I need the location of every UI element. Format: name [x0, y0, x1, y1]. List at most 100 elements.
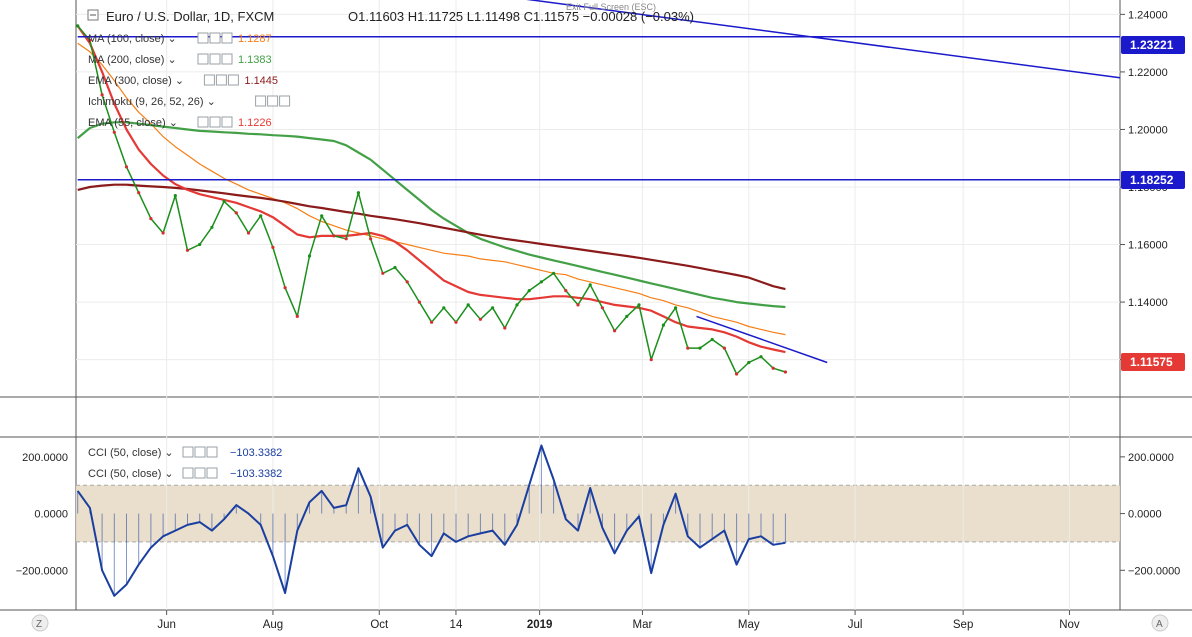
- close-point: [466, 303, 470, 307]
- close-point: [539, 280, 544, 284]
- close-point: [344, 237, 348, 241]
- cci-legend: CCI (50, close) ⌄ −103.3382 CCI (50, close…: [88, 446, 282, 480]
- cci-layer: [76, 444, 786, 597]
- close-point: [735, 372, 739, 376]
- close-point: [783, 370, 788, 374]
- close-point: [332, 234, 336, 238]
- cci-line: [76, 444, 786, 597]
- close-point: [710, 337, 714, 342]
- fullscreen-hint: Exit Full Screen (ESC): [566, 2, 656, 12]
- cci-legend-control-icon: [182, 446, 194, 458]
- legend-control-icon: [215, 74, 227, 86]
- close-point: [454, 320, 458, 324]
- series-layer: [76, 24, 788, 376]
- close-point: [588, 283, 592, 287]
- price-label-text: 1.11575: [1130, 355, 1173, 369]
- close-point: [552, 271, 556, 275]
- price-label-text: 1.18252: [1130, 173, 1174, 187]
- cci-tick-label-left: 200.0000: [22, 452, 68, 464]
- close-point: [210, 225, 214, 229]
- close-point: [661, 323, 666, 327]
- close-point: [222, 199, 226, 203]
- price-label-1: 1.23221: [1121, 36, 1185, 54]
- legend-control-icon: [197, 32, 209, 44]
- legend-name: Ichimoku (9, 26, 52, 26) ⌄: [88, 96, 216, 108]
- time-tick-label: 2019: [527, 619, 553, 631]
- close-point: [271, 245, 275, 249]
- legend-control-icon: [255, 95, 267, 107]
- close-point: [112, 130, 116, 134]
- time-tick-label: Oct: [370, 619, 389, 631]
- close-point: [76, 24, 80, 28]
- drawn-line-3: [696, 315, 828, 364]
- close-point: [600, 306, 605, 310]
- legend-name: MA (200, close) ⌄: [88, 54, 177, 66]
- auto-scale-button[interactable]: [1151, 614, 1169, 632]
- close-point: [295, 314, 299, 318]
- close-point: [527, 289, 531, 293]
- legend-control-icon: [209, 53, 221, 65]
- close-point: [747, 360, 751, 365]
- cci-legend-control-icon: [206, 446, 218, 458]
- price-label-box: [1121, 171, 1185, 189]
- price-label-text: 1.23221: [1130, 38, 1174, 52]
- legend-control-icon: [279, 95, 291, 107]
- close-point: [356, 191, 360, 195]
- legend-value: 1.1383: [238, 54, 272, 66]
- close-point: [173, 194, 177, 198]
- close-point: [417, 300, 421, 304]
- zoom-corner-button[interactable]: [31, 614, 49, 632]
- close-point: [246, 231, 251, 235]
- price-label-3: 1.11575: [1121, 353, 1185, 371]
- cci-tick-label-right: −200.0000: [1128, 565, 1180, 577]
- price-label-box: [1121, 36, 1185, 54]
- close-point: [674, 306, 678, 310]
- close-point: [491, 306, 495, 310]
- legend-control-icon: [197, 116, 209, 128]
- legend-control-icon: [221, 53, 233, 65]
- cci-legend-control-icon: [194, 446, 206, 458]
- price-tick-label: 1.14000: [1128, 297, 1168, 309]
- indicator-legend: MA (100, close) ⌄ 1.1287 MA (200, close) ⌄…: [88, 32, 291, 129]
- close-point: [722, 346, 727, 350]
- price-tick-label: 1.24000: [1128, 9, 1168, 21]
- close-point: [442, 306, 446, 310]
- legend-value: 1.1226: [238, 117, 272, 129]
- cci-legend-value: −103.3382: [230, 447, 282, 459]
- price-tick-label: 1.20000: [1128, 124, 1168, 136]
- close-point: [185, 248, 190, 252]
- close-point: [161, 231, 165, 235]
- close-point: [649, 358, 653, 362]
- auto-scale-label: A: [1156, 619, 1163, 630]
- cci-legend-name: CCI (50, close) ⌄: [88, 468, 174, 480]
- price-tick-label: 1.16000: [1128, 240, 1168, 252]
- legend-control-icon: [209, 116, 221, 128]
- close-point: [137, 191, 141, 195]
- close-point: [405, 280, 409, 284]
- ohlc-readout: O1.11603 H1.11725 L1.11498 C1.11575 −0.0…: [348, 9, 694, 24]
- zoom-corner-label: Z: [36, 619, 42, 630]
- close-point: [430, 320, 434, 324]
- main-pane-background: [76, 0, 1120, 397]
- close-point: [503, 326, 507, 330]
- time-tick-label: Aug: [263, 619, 283, 631]
- cci-legend-control-icon: [182, 467, 194, 479]
- time-tick-label: 14: [450, 619, 463, 631]
- legend-control-icon: [221, 32, 233, 44]
- price-label-box: [1121, 353, 1185, 371]
- close-point: [149, 217, 153, 221]
- legend-control-icon: [267, 95, 279, 107]
- legend-value: 1.1287: [238, 33, 272, 45]
- legend-control-icon: [197, 53, 209, 65]
- legend-control-icon: [203, 74, 215, 86]
- close-point: [234, 211, 238, 215]
- time-tick-label: Jul: [848, 619, 863, 631]
- close-point: [564, 289, 568, 293]
- close-point: [369, 237, 373, 241]
- cci-legend-control-icon: [206, 467, 218, 479]
- close-point: [381, 271, 385, 275]
- chart-header: Euro / U.S. Dollar, 1D, FXCM O1.11603 H1…: [87, 2, 694, 24]
- close-point: [771, 366, 775, 370]
- legend-control-icon: [221, 116, 233, 128]
